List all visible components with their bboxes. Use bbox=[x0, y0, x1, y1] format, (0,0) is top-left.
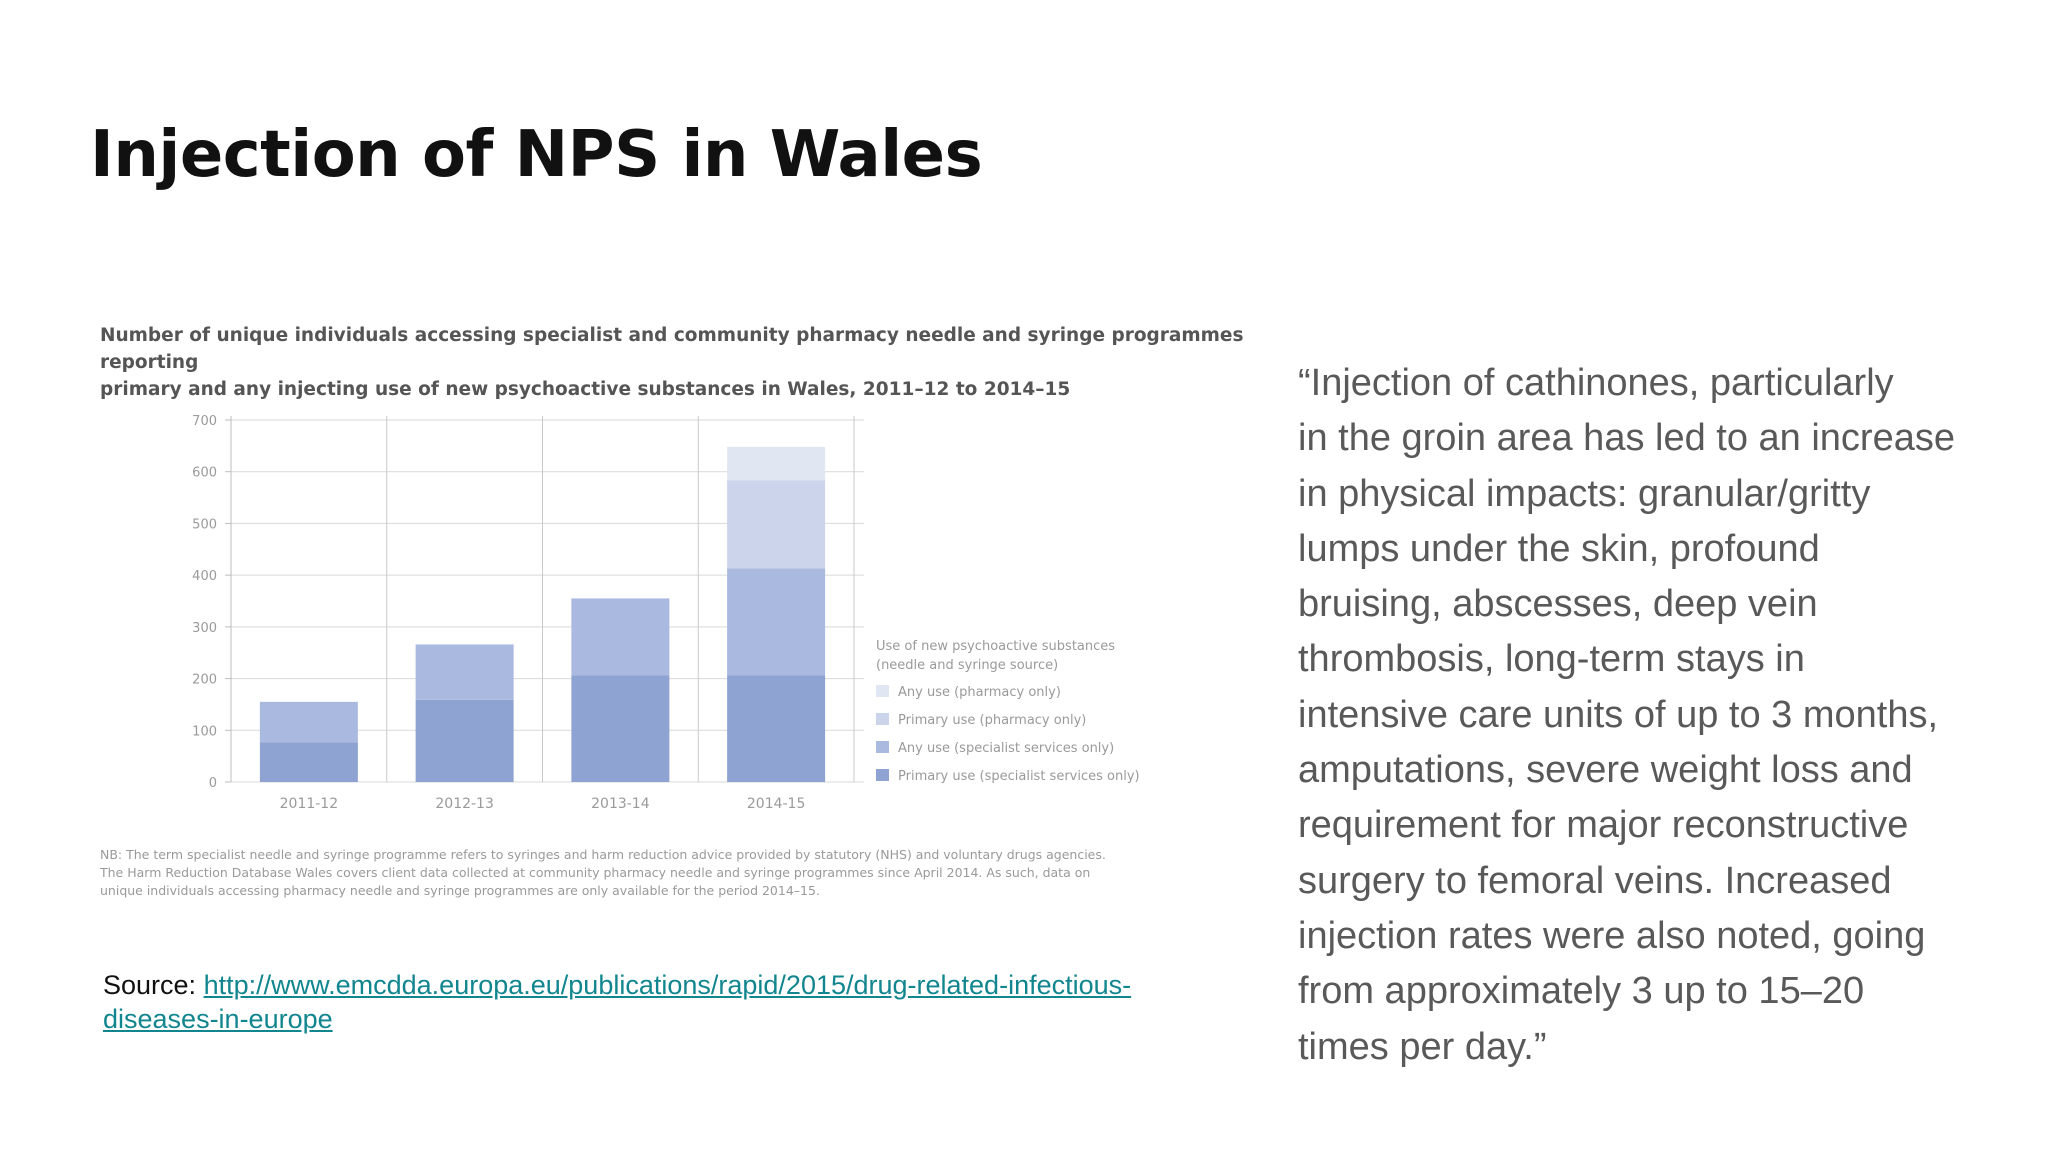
quote-line: requirement for major reconstructive bbox=[1298, 804, 1909, 847]
bar-segment bbox=[571, 675, 670, 782]
legend-swatch bbox=[876, 769, 889, 781]
y-tick-label: 200 bbox=[192, 673, 217, 688]
quote-line: lumps under the skin, profound bbox=[1298, 527, 1820, 570]
source-link-line2: diseases-in-europe bbox=[103, 1004, 333, 1034]
bar-segment bbox=[727, 446, 826, 481]
bar-segment bbox=[415, 699, 514, 782]
source-link[interactable]: http://www.emcdda.europa.eu/publications… bbox=[103, 970, 1131, 1034]
bar-segment bbox=[259, 701, 358, 743]
quote-line: bruising, abscesses, deep vein bbox=[1298, 583, 1818, 626]
chart-title: Number of unique individuals accessing s… bbox=[100, 322, 1250, 403]
y-tick-label: 500 bbox=[192, 517, 217, 532]
x-tick-label: 2013-14 bbox=[591, 796, 650, 812]
legend-title: Use of new psychoactive substances bbox=[876, 639, 1115, 654]
x-tick-label: 2014-15 bbox=[747, 796, 806, 812]
legend-title: (needle and syringe source) bbox=[876, 658, 1058, 673]
quote-line: in physical impacts: granular/gritty bbox=[1298, 472, 1871, 515]
source-link-line1: http://www.emcdda.europa.eu/publications… bbox=[203, 970, 1132, 1000]
quote-line: surgery to femoral veins. Increased bbox=[1298, 859, 1892, 902]
bar-segment bbox=[727, 568, 826, 676]
y-tick-label: 0 bbox=[209, 776, 217, 791]
quote-line: intensive care units of up to 3 months, bbox=[1298, 693, 1939, 736]
y-tick-label: 700 bbox=[192, 414, 217, 429]
bar-segment bbox=[727, 675, 826, 782]
chart-bars bbox=[259, 446, 826, 782]
x-tick-label: 2012-13 bbox=[435, 796, 494, 812]
quote-line: from approximately 3 up to 15–20 bbox=[1298, 970, 1865, 1013]
legend-label: Primary use (specialist services only) bbox=[898, 769, 1140, 784]
quote-line: in the groin area has led to an increase bbox=[1298, 417, 1955, 460]
quote-block: “Injection of cathinones, particularly i… bbox=[1298, 356, 1998, 1075]
chart-axes: 0 100 200 300 400 500 600 700 2011-12 2012-13 2013… bbox=[192, 414, 805, 812]
quote-line: thrombosis, long-term stays in bbox=[1298, 638, 1805, 681]
chart-note-line: The Harm Reduction Database Wales covers… bbox=[100, 865, 1091, 880]
legend-label: Any use (pharmacy only) bbox=[898, 685, 1061, 700]
y-tick-label: 600 bbox=[192, 466, 217, 481]
bar-segment bbox=[727, 480, 826, 569]
bar-segment bbox=[259, 742, 358, 782]
source-label: Source: bbox=[103, 970, 197, 1000]
quote-line: times per day.” bbox=[1298, 1025, 1547, 1068]
legend-swatch bbox=[876, 713, 889, 725]
legend-label: Any use (specialist services only) bbox=[898, 741, 1114, 756]
y-tick-label: 300 bbox=[192, 621, 217, 636]
source-citation: Source: http://www.emcdda.europa.eu/publ… bbox=[103, 968, 1243, 1036]
stacked-bar-chart: 0 100 200 300 400 500 600 700 2011-12 2012-13 2013… bbox=[192, 414, 1140, 812]
y-tick-label: 400 bbox=[192, 569, 217, 584]
legend-swatch bbox=[876, 685, 889, 697]
quote-line: amputations, severe weight loss and bbox=[1298, 749, 1913, 792]
quote-line: “Injection of cathinones, particularly bbox=[1298, 362, 1894, 404]
legend-swatch bbox=[876, 741, 889, 753]
x-tick-label: 2011-12 bbox=[280, 796, 339, 812]
chart-title-line: primary and any injecting use of new psy… bbox=[100, 379, 1071, 400]
chart-note: NB: The term specialist needle and syrin… bbox=[100, 846, 1260, 900]
bar-segment bbox=[415, 644, 514, 700]
chart-note-line: unique individuals accessing pharmacy ne… bbox=[100, 883, 820, 898]
chart-figure: Number of unique individuals accessing s… bbox=[96, 312, 1256, 912]
chart-legend: Use of new psychoactive substances (needl… bbox=[876, 639, 1140, 784]
quote-line: injection rates were also noted, going bbox=[1298, 914, 1926, 957]
chart-title-line: Number of unique individuals accessing s… bbox=[100, 325, 1244, 373]
chart-note-line: NB: The term specialist needle and syrin… bbox=[100, 847, 1106, 862]
legend-label: Primary use (pharmacy only) bbox=[898, 713, 1086, 728]
slide-title: Injection of NPS in Wales bbox=[90, 118, 983, 192]
bar-segment bbox=[571, 598, 670, 676]
y-tick-label: 100 bbox=[192, 724, 217, 739]
